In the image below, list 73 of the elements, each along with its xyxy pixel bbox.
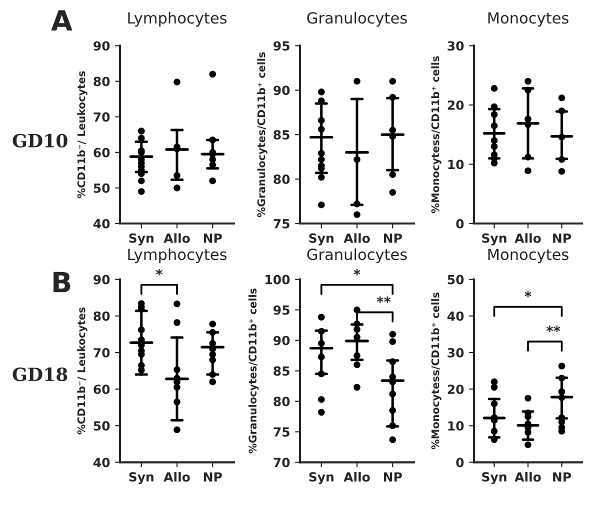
y-tick-label: 40 — [93, 458, 110, 468]
chart-title: Granulocytes — [307, 12, 407, 27]
y-tick-label: 80 — [274, 174, 290, 184]
text: GD10 — [12, 134, 68, 148]
x-tick-label: Syn — [129, 233, 154, 246]
y-tick-label: 75 — [274, 219, 290, 228]
y-tick-label: 90 — [94, 41, 110, 51]
x-tick-label: Allo — [164, 472, 190, 482]
chart-title: Lymphocytes — [128, 248, 227, 264]
y-tick-label: 80 — [274, 396, 290, 406]
y-tick-label: 50 — [448, 274, 464, 284]
text: GD18 — [12, 368, 68, 382]
y-tick-label: 20 — [448, 384, 464, 394]
x-tick-label: Allo — [514, 233, 541, 243]
x-tick-label: Syn — [482, 472, 506, 484]
x-tick-label: Syn — [129, 472, 154, 484]
y-tick-label: 100 — [266, 274, 290, 284]
y-tick-label: 30 — [448, 348, 464, 358]
x-tick-label: Allo — [344, 472, 370, 482]
x-tick-label: NP — [553, 234, 572, 243]
y-axis-title: %CD11b⁻/ Leukocytes — [77, 307, 88, 434]
annotation: ** — [546, 326, 560, 332]
y-tick-label: 85 — [274, 130, 290, 140]
x-tick-label: Allo — [514, 472, 541, 482]
y-axis-title: %Granulocytes/CD11b⁺ cells — [257, 52, 268, 218]
y-tick-label: 70 — [274, 458, 290, 468]
y-tick-label: 95 — [274, 305, 290, 315]
chart-title: Lymphocytes — [128, 12, 227, 27]
y-tick-label: 10 — [448, 160, 464, 170]
y-tick-label: 75 — [274, 427, 290, 437]
x-tick-label: Syn — [482, 233, 506, 246]
y-tick-label: 20 — [448, 100, 464, 110]
annotation: * — [524, 290, 532, 298]
x-tick-label: NP — [553, 472, 572, 482]
x-tick-label: Syn — [309, 472, 334, 484]
y-tick-label: 50 — [94, 421, 110, 431]
text: A — [51, 10, 72, 31]
y-tick-label: 40 — [93, 218, 110, 228]
y-axis-title: %CD11b⁻/ Leukocytes — [77, 71, 88, 198]
y-tick-label: 70 — [94, 112, 110, 122]
x-tick-label: NP — [384, 234, 402, 243]
annotation: ** — [376, 296, 391, 303]
y-tick-label: 0 — [456, 458, 464, 468]
y-tick-label: 40 — [447, 311, 464, 321]
y-tick-label: 85 — [274, 366, 290, 376]
x-tick-label: Syn — [309, 233, 334, 246]
x-tick-label: NP — [204, 472, 222, 482]
y-tick-label: 60 — [94, 384, 110, 394]
chart-title: Granulocytes — [307, 248, 407, 264]
x-tick-label: NP — [384, 472, 402, 482]
y-tick-label: 0 — [456, 218, 464, 228]
x-tick-label: NP — [204, 234, 222, 243]
text: * — [354, 268, 360, 276]
x-tick-label: Allo — [344, 233, 370, 243]
y-tick-label: 90 — [94, 274, 110, 284]
y-axis-title: %Granulocytes/CD11b⁺ cells — [248, 288, 259, 454]
y-tick-label: 50 — [94, 183, 110, 193]
chart-title: Monocytes — [488, 248, 568, 264]
text: B — [54, 272, 70, 292]
y-axis-title: %Monocytess/CD11b⁺ cells — [431, 292, 442, 450]
y-tick-label: 90 — [274, 86, 290, 96]
chart-title: Monocytes — [488, 12, 568, 27]
text: * — [156, 268, 163, 276]
y-tick-label: 80 — [94, 311, 110, 321]
y-axis-title: %Monocytess/CD11b⁺ cells — [431, 56, 442, 214]
y-tick-label: 30 — [448, 41, 464, 51]
x-tick-label: Allo — [164, 233, 190, 243]
y-tick-label: 80 — [94, 76, 110, 86]
y-tick-label: 90 — [274, 336, 290, 346]
y-tick-label: 95 — [274, 41, 290, 51]
y-tick-label: 10 — [448, 421, 464, 431]
y-tick-label: 60 — [94, 148, 110, 158]
y-tick-label: 70 — [94, 348, 110, 358]
